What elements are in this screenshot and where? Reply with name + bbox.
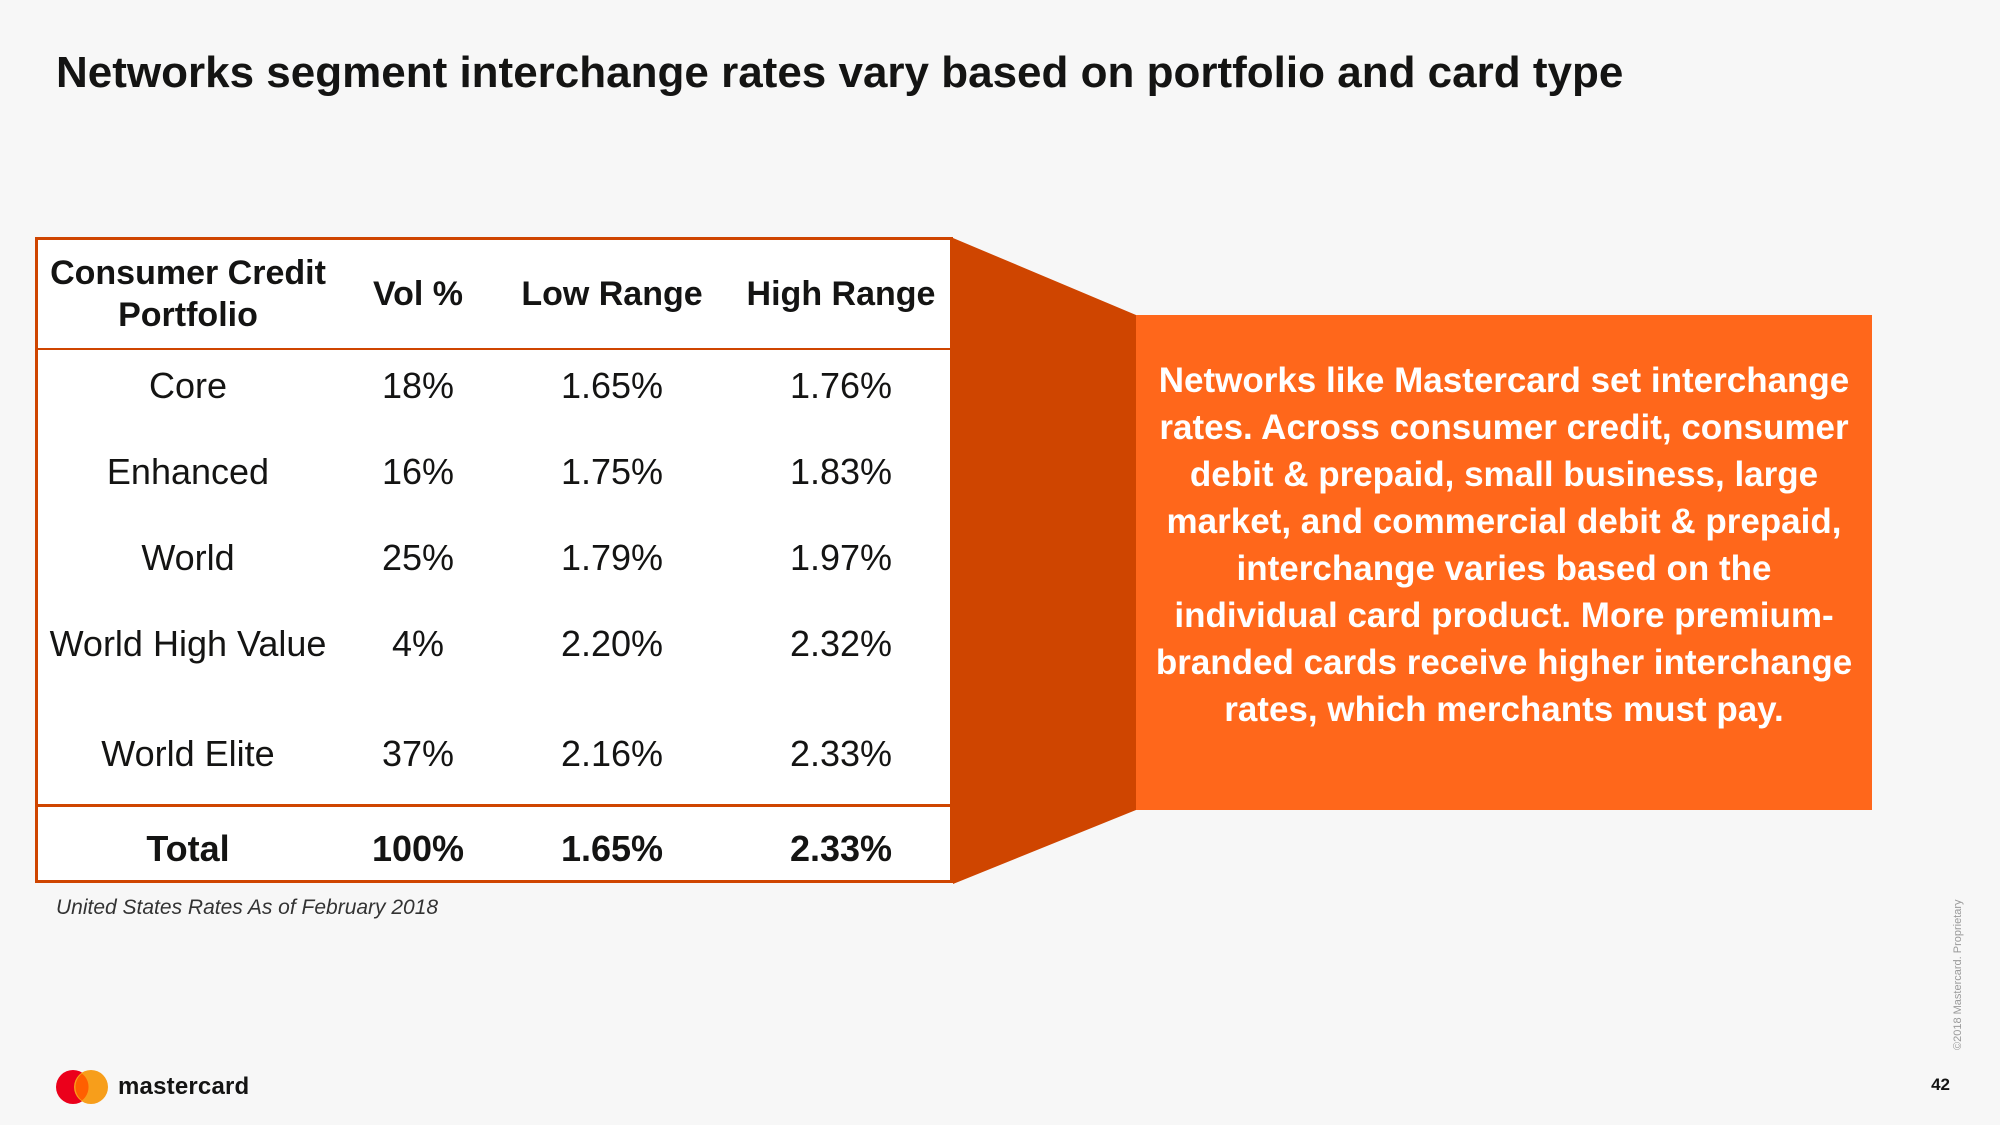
table-footnote: United States Rates As of February 2018 bbox=[56, 896, 439, 919]
total-high: 2.33% bbox=[726, 804, 956, 891]
header-low-range: Low Range bbox=[498, 240, 726, 350]
cell-high: 1.83% bbox=[789, 451, 893, 492]
cell-vol: 18% bbox=[381, 365, 455, 406]
total-vol: 100% bbox=[338, 804, 498, 891]
header-vol: Vol % bbox=[338, 240, 498, 350]
cell-portfolio: World Elite bbox=[101, 733, 275, 774]
total-portfolio: Total bbox=[38, 804, 338, 891]
table-header-row: Consumer Credit Portfolio Vol % Low Rang… bbox=[38, 240, 956, 350]
table-row: World Elite 37% 2.16% 2.33% bbox=[38, 718, 956, 806]
copyright-notice: ©2018 Mastercard. Proprietary bbox=[1952, 899, 1964, 1050]
page-number: 42 bbox=[1931, 1075, 1950, 1094]
callout-box: Networks like Mastercard set interchange… bbox=[1136, 315, 1872, 810]
connector-shape bbox=[953, 238, 1136, 884]
cell-high: 2.33% bbox=[789, 733, 893, 774]
cell-vol: 25% bbox=[381, 537, 455, 578]
cell-high: 2.32% bbox=[789, 623, 893, 664]
cell-portfolio: Enhanced bbox=[106, 451, 270, 492]
rates-table: Consumer Credit Portfolio Vol % Low Rang… bbox=[38, 240, 956, 891]
cell-vol: 37% bbox=[381, 733, 455, 774]
header-high-range: High Range bbox=[726, 240, 956, 350]
table-total-row: Total 100% 1.65% 2.33% bbox=[38, 804, 956, 891]
rates-table-container: Consumer Credit Portfolio Vol % Low Rang… bbox=[35, 237, 956, 891]
logo-overlap bbox=[75, 1073, 89, 1101]
total-low: 1.65% bbox=[498, 804, 726, 891]
table-row: World High Value 4% 2.20% 2.32% bbox=[38, 608, 956, 718]
table-row: World 25% 1.79% 1.97% bbox=[38, 522, 956, 608]
cell-portfolio: Core bbox=[148, 365, 228, 406]
mastercard-logo-icon bbox=[56, 1070, 108, 1104]
mastercard-logo: mastercard bbox=[56, 1070, 249, 1104]
cell-low: 1.79% bbox=[560, 537, 664, 578]
cell-low: 1.65% bbox=[560, 365, 664, 406]
cell-vol: 16% bbox=[381, 451, 455, 492]
cell-high: 1.76% bbox=[789, 365, 893, 406]
slide-title: Networks segment interchange rates vary … bbox=[56, 48, 1624, 97]
cell-low: 2.16% bbox=[560, 733, 664, 774]
table-row: Enhanced 16% 1.75% 1.83% bbox=[38, 436, 956, 522]
cell-high: 1.97% bbox=[789, 537, 893, 578]
cell-low: 2.20% bbox=[560, 623, 664, 664]
logo-wordmark: mastercard bbox=[118, 1073, 250, 1100]
header-portfolio: Consumer Credit Portfolio bbox=[38, 240, 338, 350]
cell-low: 1.75% bbox=[560, 451, 664, 492]
cell-portfolio: World High Value bbox=[49, 623, 327, 664]
table-row: Core 18% 1.65% 1.76% bbox=[38, 349, 956, 436]
cell-portfolio: World bbox=[141, 537, 235, 578]
cell-vol: 4% bbox=[391, 623, 445, 664]
